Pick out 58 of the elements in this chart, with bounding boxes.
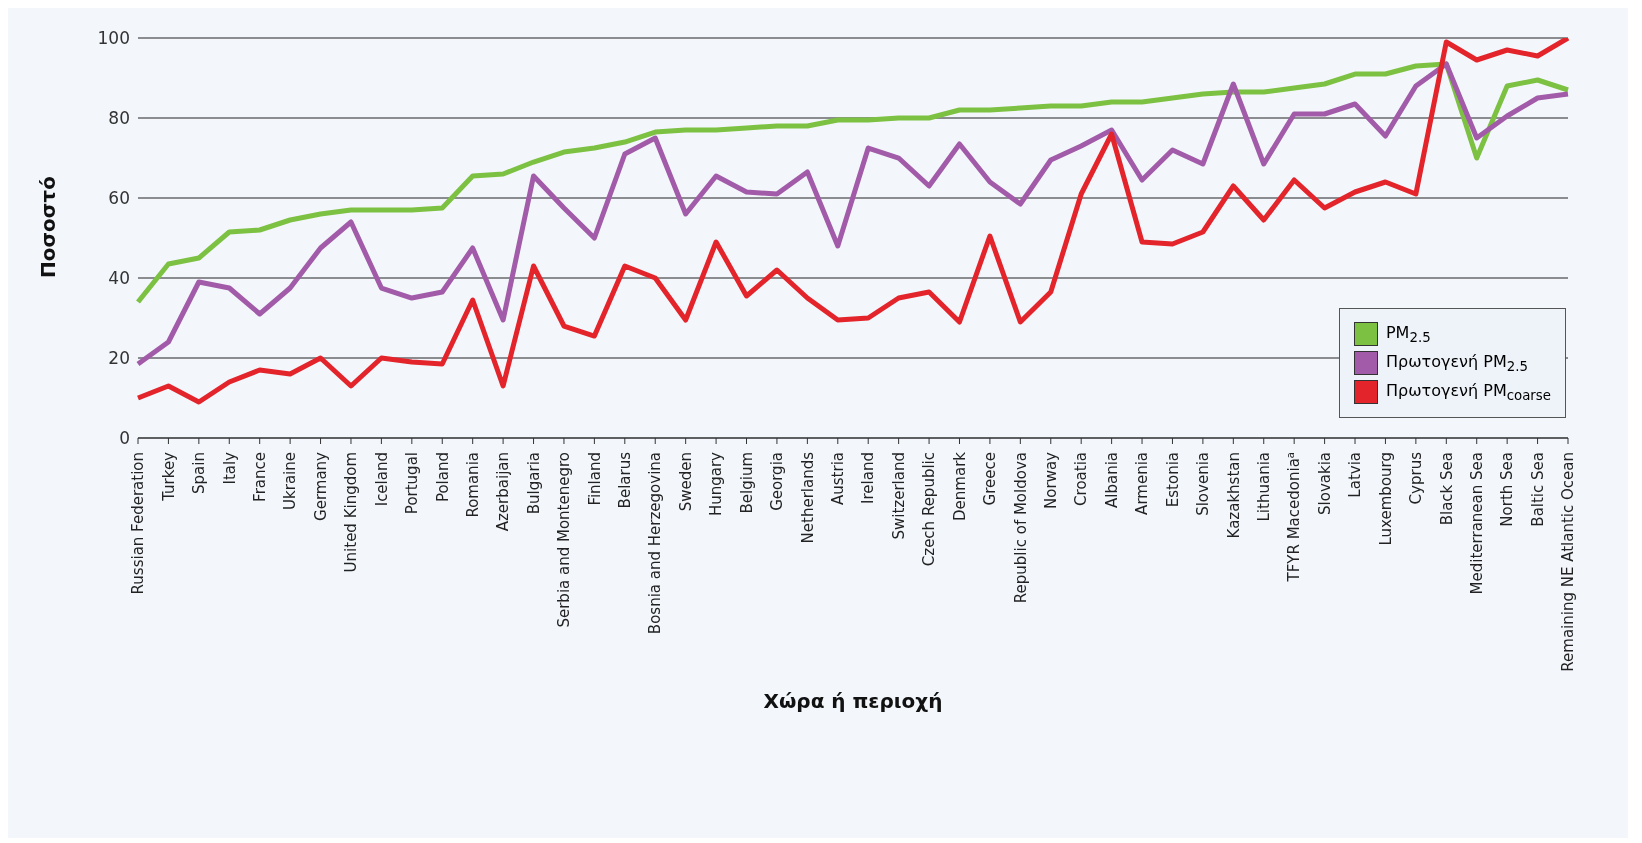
x-tick-label: Azerbaijan [494,452,513,532]
x-tick-label: Ireland [859,452,878,504]
x-tick-label: Ukraine [281,452,300,510]
x-tick-label: Romania [463,452,482,518]
x-tick-label: Remaining NE Atlantic Ocean [1559,452,1578,672]
x-tick-label: Slovakia [1315,452,1334,515]
x-tick-label: Norway [1042,451,1061,509]
x-tick-label: Slovenia [1194,452,1213,516]
x-tick-label: Iceland [372,452,391,507]
x-tick-label: Lithuania [1254,452,1273,522]
x-tick-label: Russian Federation [129,452,148,595]
x-tick-label: Black Sea [1437,452,1456,526]
x-tick-label: Hungary [707,451,726,517]
legend-label: Πρωτογενή PM$_{2.5}$ [1385,351,1528,375]
x-tick-label: North Sea [1498,452,1517,527]
x-tick-label: Bulgaria [524,452,543,515]
y-tick-label: 40 [108,268,130,289]
legend-label: Πρωτογενή PM$_{coarse}$ [1385,380,1551,404]
legend-label: PM$_{2.5}$ [1385,322,1431,346]
x-tick-label: Republic of Moldova [1011,452,1030,604]
x-tick-label: Baltic Sea [1528,452,1547,527]
x-tick-label: France [250,452,269,502]
x-tick-label: Albania [1102,452,1121,509]
x-tick-label: Luxembourg [1376,452,1395,546]
x-tick-label: Finland [585,452,604,506]
x-tick-label: Austria [829,452,848,505]
x-tick-label: Belgium [737,452,756,514]
x-tick-label: Sweden [676,452,695,512]
x-tick-label: Estonia [1163,452,1182,508]
y-tick-label: 100 [97,28,130,49]
x-tick-label: Czech Republic [920,452,939,567]
x-tick-label: Armenia [1133,452,1152,515]
y-tick-label: 0 [119,428,130,449]
x-tick-label: Spain [190,452,209,494]
x-tick-label: Kazakhstan [1224,452,1243,539]
y-tick-label: 60 [108,188,130,209]
x-tick-label: Latvia [1346,452,1365,498]
x-tick-label: United Kingdom [342,452,361,573]
x-tick-label: Poland [433,452,452,503]
x-tick-label: Greece [981,452,1000,506]
x-tick-label: Serbia and Montenegro [555,452,574,628]
x-tick-label: Croatia [1072,452,1091,506]
x-tick-label: Italy [220,451,239,485]
x-tick-label: Portugal [403,452,422,515]
x-axis-title: Χώρα ή περιοχή [763,689,943,713]
y-tick-label: 80 [108,108,130,129]
x-tick-label: Bosnia and Herzegovina [646,452,665,635]
y-axis-title: Ποσοστό [36,176,61,278]
y-tick-label: 20 [108,348,130,369]
x-tick-label: Cyprus [1407,451,1426,505]
x-tick-label: Netherlands [798,451,817,544]
x-tick-label: Mediterranean Sea [1467,452,1486,595]
x-tick-label: Germany [311,451,330,521]
x-tick-label: Belarus [616,451,635,509]
x-tick-label: Georgia [768,452,787,511]
x-tick-label: Denmark [950,451,969,521]
x-tick-label: Switzerland [889,452,908,540]
x-tick-label: Turkey [159,451,178,502]
